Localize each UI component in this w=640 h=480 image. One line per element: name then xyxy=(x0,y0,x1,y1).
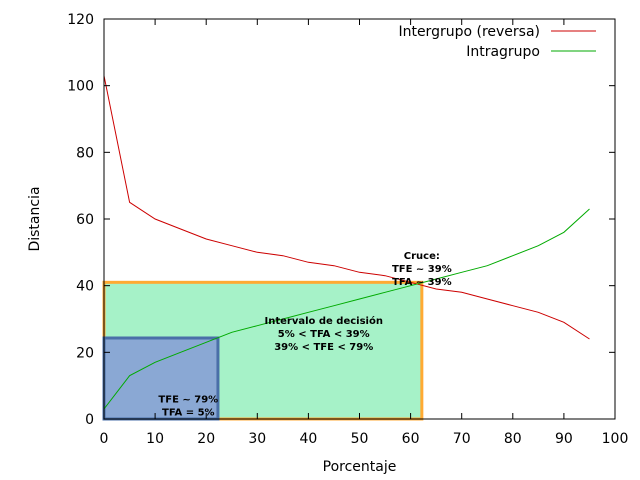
y-tick-label: 120 xyxy=(67,12,94,28)
series-lines xyxy=(103,75,590,410)
y-axis-title: Distancia xyxy=(27,186,43,251)
annotation-1: Cruce: TFE ~ 39% TFA ~ 39% xyxy=(392,251,452,288)
x-tick-label: 50 xyxy=(351,431,369,447)
x-tick-label: 0 xyxy=(100,431,109,447)
x-tick-label: 90 xyxy=(555,431,573,447)
legend-label-2: Intragrupo xyxy=(466,44,540,60)
y-tick-label: 100 xyxy=(67,79,94,95)
x-axis-title: Porcentaje xyxy=(323,459,397,475)
annotation-3: TFE ~ 79% TFA = 5% xyxy=(158,394,218,418)
y-tick-label: 80 xyxy=(76,145,94,161)
x-tick-label: 100 xyxy=(602,431,629,447)
x-tick-label: 60 xyxy=(402,431,420,447)
axis-ticks: 0 10 20 30 40 50 60 70 80 90 100 0 20 40 60 80 100 120 xyxy=(67,12,628,447)
x-tick-label: 30 xyxy=(248,431,266,447)
annotations: Cruce: TFE ~ 39% TFA ~ 39% Intervalo de dec… xyxy=(158,251,451,418)
x-tick-label: 70 xyxy=(453,431,471,447)
y-tick-label: 40 xyxy=(76,279,94,295)
y-tick-label: 20 xyxy=(76,345,94,361)
x-tick-label: 10 xyxy=(146,431,164,447)
annotation-2: Intervalo de decisión 5% < TFA < 39% 39% <… xyxy=(264,315,382,353)
region-2 xyxy=(102,336,220,421)
x-tick-label: 80 xyxy=(504,431,522,447)
y-tick-label: 60 xyxy=(76,212,94,228)
series-line-2 xyxy=(103,208,590,410)
legend-label-1: Intergrupo (reversa) xyxy=(398,24,540,40)
y-tick-label: 0 xyxy=(85,412,94,428)
shaded-regions xyxy=(102,280,424,421)
x-tick-label: 20 xyxy=(197,431,215,447)
series-line-1 xyxy=(103,75,590,340)
legend: Intergrupo (reversa) Intragrupo xyxy=(398,24,596,60)
x-tick-label: 40 xyxy=(299,431,317,447)
